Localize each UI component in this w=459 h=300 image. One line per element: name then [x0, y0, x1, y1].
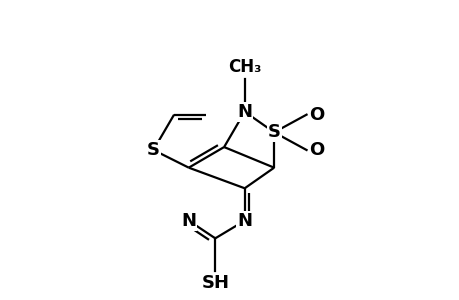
Text: O: O [309, 141, 324, 159]
Text: CH₃: CH₃ [228, 58, 261, 76]
Text: S: S [146, 141, 160, 159]
Text: N: N [181, 212, 196, 230]
Text: S: S [267, 123, 280, 141]
Text: SH: SH [201, 274, 229, 292]
Text: N: N [237, 212, 252, 230]
Text: N: N [237, 103, 252, 121]
Text: O: O [309, 106, 324, 124]
